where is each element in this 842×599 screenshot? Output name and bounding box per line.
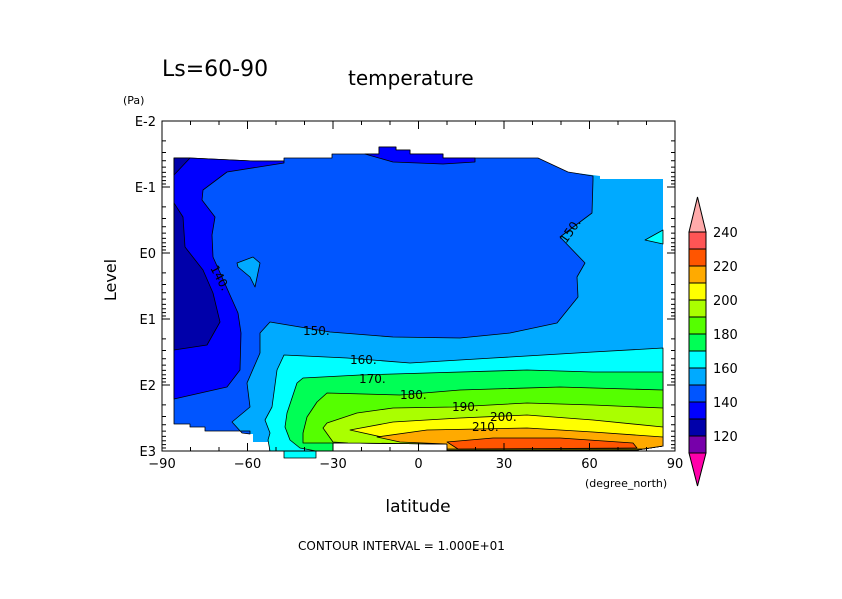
colorbar-label: 240 xyxy=(713,226,738,241)
colorbar-label: 180 xyxy=(713,328,738,343)
colorbar-swatch xyxy=(688,384,707,403)
y-tick-label: E3 xyxy=(140,445,157,460)
colorbar-swatch xyxy=(688,299,707,318)
x-tick-label: 0 xyxy=(414,457,422,472)
y-tick-label: E-1 xyxy=(135,181,156,196)
contour-field xyxy=(173,146,664,459)
colorbar-swatch xyxy=(688,333,707,352)
colorbar-under-triangle xyxy=(688,452,707,487)
y-tick-label: E2 xyxy=(140,379,157,394)
colorbar-label: 200 xyxy=(713,294,738,309)
x-tick-label: 90 xyxy=(667,457,684,472)
y-tick-label: E1 xyxy=(140,313,157,328)
subtitle: Ls=60-90 xyxy=(162,57,268,82)
y-axis-label: Level xyxy=(101,259,120,301)
band-120-130 xyxy=(173,202,221,351)
colorbar-swatch xyxy=(688,401,707,420)
colorbar-swatch xyxy=(688,248,707,267)
colorbar-swatch xyxy=(688,350,707,369)
y-units: (Pa) xyxy=(123,94,144,107)
x-tick-label: −30 xyxy=(319,457,346,472)
y-tick-label: E0 xyxy=(140,247,157,262)
x-tick-label: −60 xyxy=(234,457,261,472)
colorbar-swatch xyxy=(688,316,707,335)
colorbar-label: 220 xyxy=(713,260,738,275)
colorbar-label: 140 xyxy=(713,396,738,411)
x-axis-label: latitude xyxy=(385,497,450,517)
colorbar-swatch xyxy=(688,367,707,386)
chart-title: temperature xyxy=(348,66,474,90)
axis-ticks xyxy=(161,120,676,452)
x-tick-label: −90 xyxy=(148,457,175,472)
band-120-130-corner xyxy=(173,157,191,176)
colorbar-swatch xyxy=(688,435,707,454)
band-150-160-island xyxy=(236,256,261,288)
contour-label: 160. xyxy=(350,353,377,367)
contour-label: 180. xyxy=(400,388,427,402)
band-130-140-top xyxy=(364,146,476,165)
contour-labels: 140. 150. 150. 160. 170. 180. 190. 200. … xyxy=(207,216,583,434)
contour-label: 200. xyxy=(490,410,517,424)
band-160-170-patch xyxy=(644,229,664,245)
y-tick-label: E-2 xyxy=(135,115,156,130)
colorbar-swatch xyxy=(688,418,707,437)
colorbar-swatch xyxy=(688,265,707,284)
colorbar-over-triangle xyxy=(688,196,707,233)
contour-label: 170. xyxy=(359,372,386,386)
colorbar-swatch xyxy=(688,231,707,250)
x-tick-label: 60 xyxy=(581,457,598,472)
colorbar-label: 120 xyxy=(713,430,738,445)
colorbar-swatch xyxy=(688,282,707,301)
colorbar: 240 220 200 180 160 140 120 xyxy=(688,196,738,487)
contour-label: 150. xyxy=(303,324,330,338)
colorbar-label: 160 xyxy=(713,362,738,377)
contour-interval-note: CONTOUR INTERVAL = 1.000E+01 xyxy=(298,539,505,553)
x-units: (degree_north) xyxy=(585,477,667,490)
x-tick-labels: −90 −60 −30 0 30 60 90 xyxy=(148,457,683,472)
y-tick-labels: E-2 E-1 E0 E1 E2 E3 xyxy=(135,115,156,460)
contour-label: 210. xyxy=(472,420,499,434)
x-tick-label: 30 xyxy=(496,457,513,472)
contour-label: 190. xyxy=(452,400,479,414)
